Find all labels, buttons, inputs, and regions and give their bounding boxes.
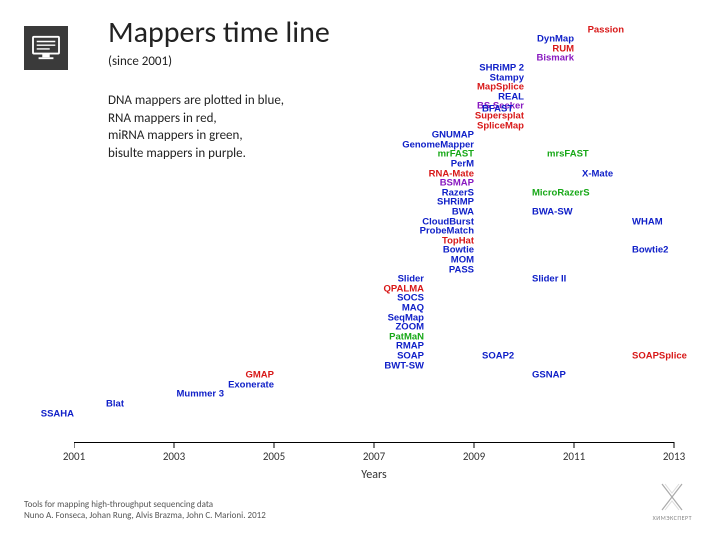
monitor-icon <box>24 26 68 70</box>
mapper-label: SOAPSplice <box>632 351 687 362</box>
mapper-label: GenomeMapper <box>402 139 474 150</box>
mapper-label: TopHat <box>442 235 474 246</box>
mapper-label: mrsFAST <box>547 149 589 160</box>
brand-name: ХИМЭКСПЕРТ <box>653 514 692 522</box>
x-tick-label: 2003 <box>163 450 185 463</box>
mapper-label: RazerS <box>442 187 474 198</box>
mapper-label: PatMaN <box>389 331 424 342</box>
mapper-label: SeqMap <box>388 312 424 323</box>
mapper-label: MAQ <box>402 303 424 314</box>
mapper-label: DynMap <box>537 34 574 45</box>
mapper-label: MOM <box>451 255 474 266</box>
brand-logo: ХИМЭКСПЕРТ <box>653 482 692 522</box>
mapper-label: BWA <box>452 207 474 218</box>
citation: Tools for mapping high-throughput sequen… <box>24 499 266 522</box>
mapper-label: BWT-SW <box>384 360 424 371</box>
citation-line: Nuno A. Fonseca, Johan Rung, Alvis Brazm… <box>24 510 266 522</box>
x-tick-label: 2005 <box>263 450 285 463</box>
x-tick-label: 2007 <box>363 450 385 463</box>
mapper-label: SHRiMP <box>437 197 474 208</box>
mapper-label: REAL <box>498 91 524 102</box>
mapper-label: X-Mate <box>582 168 613 179</box>
mapper-label: MicroRazerS <box>532 187 590 198</box>
mapper-label: CloudBurst <box>422 216 474 227</box>
mapper-label: QPALMA <box>384 283 424 294</box>
x-tick-label: 2011 <box>563 450 585 463</box>
mapper-label: RNA-Mate <box>429 168 474 179</box>
mapper-label: Slider <box>398 274 424 285</box>
x-tick-label: 2013 <box>663 450 685 463</box>
mapper-label: Bismark <box>537 53 575 64</box>
mapper-label: SOCS <box>397 293 424 304</box>
mapper-label: GMAP <box>246 370 275 381</box>
mapper-label: Bowtie <box>443 245 474 256</box>
mapper-label: Exonerate <box>228 379 274 390</box>
mapper-label: Stampy <box>490 72 524 83</box>
mapper-label: mrFAST <box>438 149 474 160</box>
mapper-label: BWA-SW <box>532 207 573 218</box>
mapper-label: SHRiMP 2 <box>479 63 524 74</box>
mapper-label: RMAP <box>396 341 424 352</box>
citation-line: Tools for mapping high-throughput sequen… <box>24 499 266 511</box>
mapper-label: SOAP2 <box>482 351 514 362</box>
mapper-label: BSMAP <box>440 178 474 189</box>
timeline-chart: 2001200320052007200920112013YearsSSAHABl… <box>74 12 694 486</box>
mapper-label: SSAHA <box>41 408 74 419</box>
mapper-label: RUM <box>552 43 574 54</box>
x-tick-label: 2001 <box>63 450 85 463</box>
mapper-label: BFAST <box>482 104 513 115</box>
mapper-label: Mummer 3 <box>176 389 224 400</box>
mapper-label: Bowtie2 <box>632 245 668 256</box>
x-tick-label: 2009 <box>463 450 485 463</box>
mapper-label: WHAM <box>632 216 663 227</box>
mapper-label: PerM <box>451 159 474 170</box>
x-axis-title: Years <box>361 468 386 482</box>
mapper-label: GNUMAP <box>432 130 474 141</box>
mapper-label: MapSplice <box>477 82 524 93</box>
mapper-label: SpliceMap <box>477 120 524 131</box>
mapper-label: Blat <box>106 399 124 410</box>
mapper-label: Passion <box>588 24 624 35</box>
mapper-label: ProbeMatch <box>420 226 474 237</box>
mapper-label: SOAP <box>397 351 424 362</box>
mapper-label: GSNAP <box>532 370 566 381</box>
mapper-label: ZOOM <box>396 322 425 333</box>
mapper-label: PASS <box>449 264 474 275</box>
mapper-label: Slider II <box>532 274 566 285</box>
